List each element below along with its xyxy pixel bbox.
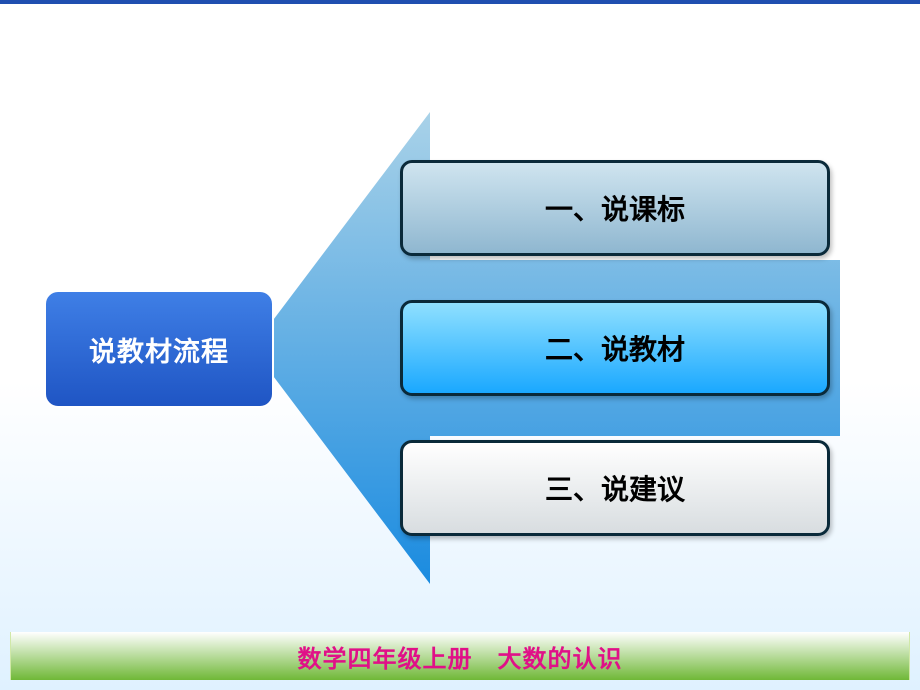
item-box-2: 二、说教材	[400, 300, 830, 396]
main-box: 说教材流程	[44, 290, 274, 408]
item-box-1: 一、说课标	[400, 160, 830, 256]
item-label-2: 二、说教材	[545, 328, 685, 368]
slide: 说教材流程 一、说课标二、说教材三、说建议 数学四年级上册 大数的认识	[0, 0, 920, 690]
item-label-1: 一、说课标	[545, 188, 685, 228]
item-label-3: 三、说建议	[545, 468, 685, 508]
main-box-label: 说教材流程	[89, 330, 229, 369]
footer: 数学四年级上册 大数的认识	[0, 632, 920, 680]
footer-text: 数学四年级上册 大数的认识	[298, 639, 623, 674]
item-box-3: 三、说建议	[400, 440, 830, 536]
